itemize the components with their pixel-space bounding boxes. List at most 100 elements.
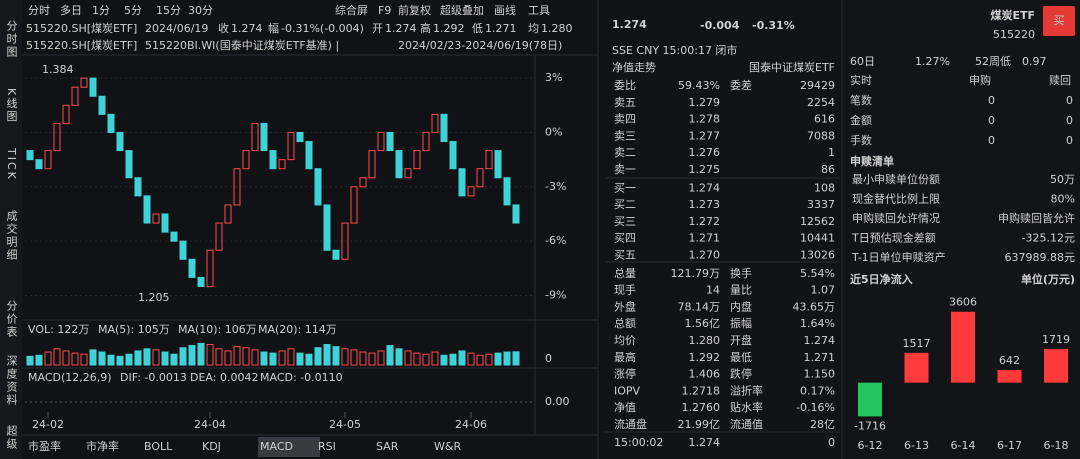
quote-cell: 7088 <box>807 129 835 142</box>
tool-button[interactable]: 综合屏 <box>335 3 368 17</box>
tool-button[interactable]: 前复权 <box>398 3 431 17</box>
buy-button[interactable] <box>1043 6 1075 36</box>
candle <box>116 131 124 152</box>
period-tab[interactable]: 30分 <box>188 4 213 17</box>
side-tab[interactable]: 超级 <box>5 424 18 451</box>
quote-cell: 1.279 <box>689 96 721 109</box>
y-tick-label: 0 <box>545 352 552 365</box>
volume-bar <box>359 351 367 366</box>
quote-cell: 买二 <box>614 198 636 211</box>
period-tab[interactable]: 5分 <box>124 4 142 17</box>
volume-bar <box>251 349 259 366</box>
bar <box>1044 348 1068 383</box>
table-cell: 0 <box>1066 134 1073 147</box>
quote-cell: 流通盘 <box>614 417 647 431</box>
indicator-tab[interactable]: BOLL <box>144 440 173 453</box>
value-label: -1716 <box>854 419 886 432</box>
volume-bar <box>98 351 106 366</box>
volume-bar <box>404 350 412 366</box>
buy-label[interactable]: 买 <box>1054 14 1065 27</box>
quote-cell: 涨停 <box>614 367 636 381</box>
y-tick-label: -6% <box>545 234 566 247</box>
tool-button[interactable]: 画线 <box>494 3 516 17</box>
volume-bar <box>332 346 340 366</box>
quote-cell: 1.406 <box>689 368 721 381</box>
list-title: 申赎清单 <box>850 154 894 168</box>
quote-key: 均 <box>528 22 539 35</box>
side-tab[interactable]: 成交明细 <box>5 210 18 262</box>
indicator-tab[interactable]: SAR <box>376 440 399 453</box>
side-tab[interactable]: TICK <box>5 147 18 181</box>
quote-cell: 卖一 <box>614 163 636 176</box>
list-key: 申购赎回允许情况 <box>852 211 940 225</box>
nav-index: 国泰中证煤炭ETF <box>749 60 835 74</box>
trade-price: 1.274 <box>689 436 721 449</box>
indicator-tab[interactable]: KDJ <box>202 440 221 453</box>
quote-value: 1.292 <box>433 22 465 35</box>
quote-cell: 121.79万 <box>671 267 721 280</box>
quote-key: 收 <box>218 21 229 35</box>
x-tick-label: 6-17 <box>997 439 1022 452</box>
indicator-tab[interactable]: W&R <box>434 440 461 453</box>
vol-legend: MA(10): 106万 <box>178 323 257 336</box>
candle <box>287 131 295 161</box>
vol-legend: MA(5): 105万 <box>98 323 170 336</box>
volume-bar <box>26 355 34 366</box>
table-cell: 手数 <box>850 133 872 147</box>
bar <box>951 311 975 383</box>
fund-code: 515220 <box>993 28 1035 41</box>
indicator-tab[interactable]: RSI <box>318 440 336 453</box>
quote-cell: 溢折率 <box>730 383 763 397</box>
indicator-tab[interactable]: 市净率 <box>86 439 119 453</box>
candle <box>179 240 187 260</box>
volume-bar <box>386 345 394 366</box>
quote-cell: 14 <box>706 284 720 297</box>
quote-cell: 1.274 <box>689 181 721 194</box>
candle <box>44 150 52 170</box>
table-header: 赎回 <box>1049 73 1071 87</box>
side-tab[interactable]: 分价表 <box>5 300 18 339</box>
candle <box>458 168 466 197</box>
range: 2024/02/23-2024/06/19(78日) <box>398 39 562 52</box>
indicator-tab[interactable]: MACD <box>260 440 293 453</box>
quote-cell: 1.270 <box>689 249 721 262</box>
period-tab[interactable]: 分时 <box>28 4 50 17</box>
side-tab[interactable]: 分时图 <box>5 20 18 59</box>
macd-legend: MACD: -0.0110 <box>260 371 343 384</box>
quote-cell: 1.276 <box>689 146 721 159</box>
quote-cell: 流通值 <box>730 417 763 431</box>
volume-bar <box>350 349 358 366</box>
side-tab[interactable]: K线图 <box>5 88 18 123</box>
period-tab[interactable]: 1分 <box>92 4 110 17</box>
price: 1.274 <box>612 18 647 31</box>
quote-cell: 卖三 <box>614 129 636 142</box>
candle <box>89 77 97 97</box>
candle <box>98 95 106 115</box>
side-tab[interactable]: 深度资料 <box>5 355 18 407</box>
period-tab[interactable]: 15分 <box>156 4 181 17</box>
tool-button[interactable]: F9 <box>378 4 391 17</box>
indicator-tab[interactable]: 市盈率 <box>28 439 61 453</box>
volume-bar <box>395 348 403 366</box>
quote-cell: 28亿 <box>810 418 835 431</box>
volume-bar <box>413 352 421 366</box>
quote-cell: 616 <box>814 113 835 126</box>
quote-cell: 卖四 <box>614 113 636 126</box>
side-bar <box>0 0 22 459</box>
quote-cell: 委差 <box>730 78 752 92</box>
quote-cell: 78.14万 <box>678 300 721 313</box>
quote-cell: 1.278 <box>689 113 721 126</box>
quote-cell: 59.43% <box>678 79 720 92</box>
quote-cell: 开盘 <box>730 333 752 347</box>
tool-button[interactable]: 工具 <box>528 4 550 17</box>
candle <box>278 159 286 170</box>
list-value: 637989.88元 <box>1005 251 1076 264</box>
tool-button[interactable]: 超级叠加 <box>440 3 484 17</box>
list-key: 现金替代比例上限 <box>852 192 940 206</box>
period-tab[interactable]: 多日 <box>60 3 82 17</box>
quote-key: 低 <box>472 22 483 35</box>
list-key: T-1日单位申赎资产 <box>851 250 946 264</box>
candle <box>80 77 88 88</box>
change: -0.004 <box>700 19 740 32</box>
volume-bar <box>134 350 142 366</box>
